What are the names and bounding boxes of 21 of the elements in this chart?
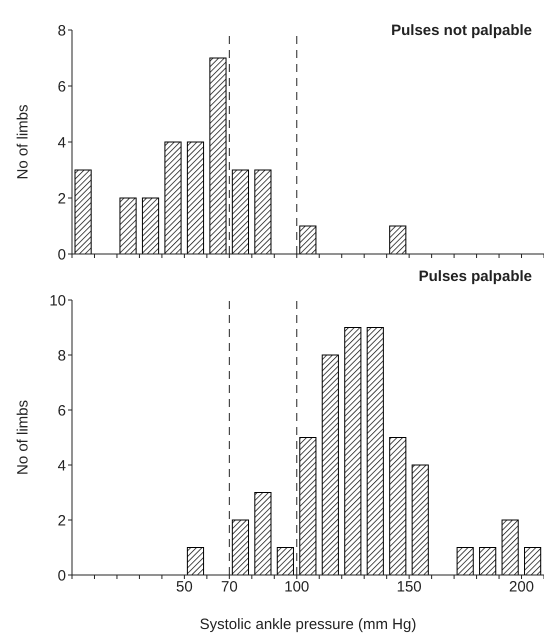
y-tick-label: 6 [58, 402, 66, 420]
y-tick-label: 4 [58, 134, 66, 152]
x-tick-label: 70 [220, 578, 238, 596]
chart-title: Pulses not palpable [391, 22, 532, 39]
y-axis-title: No of limbs [14, 104, 32, 180]
y-tick-label: 0 [58, 246, 66, 264]
x-axis-title: Systolic ankle pressure (mm Hg) [200, 616, 416, 633]
x-tick-label: 50 [176, 578, 193, 596]
y-tick-label: 8 [58, 347, 66, 364]
x-tick-label: 150 [396, 578, 422, 596]
y-tick-label: 8 [58, 22, 66, 40]
y-tick-label: 0 [58, 567, 66, 584]
y-axis-title: No of limbs [14, 400, 32, 476]
x-tick-label: 100 [284, 578, 310, 596]
y-tick-label: 2 [58, 512, 66, 530]
y-tick-label: 6 [58, 78, 66, 96]
chart-title: Pulses palpable [418, 268, 532, 285]
x-tick-label: 200 [509, 578, 534, 596]
y-tick-label: 4 [58, 457, 66, 474]
y-tick-label: 10 [49, 292, 66, 310]
y-tick-label: 2 [58, 190, 66, 208]
